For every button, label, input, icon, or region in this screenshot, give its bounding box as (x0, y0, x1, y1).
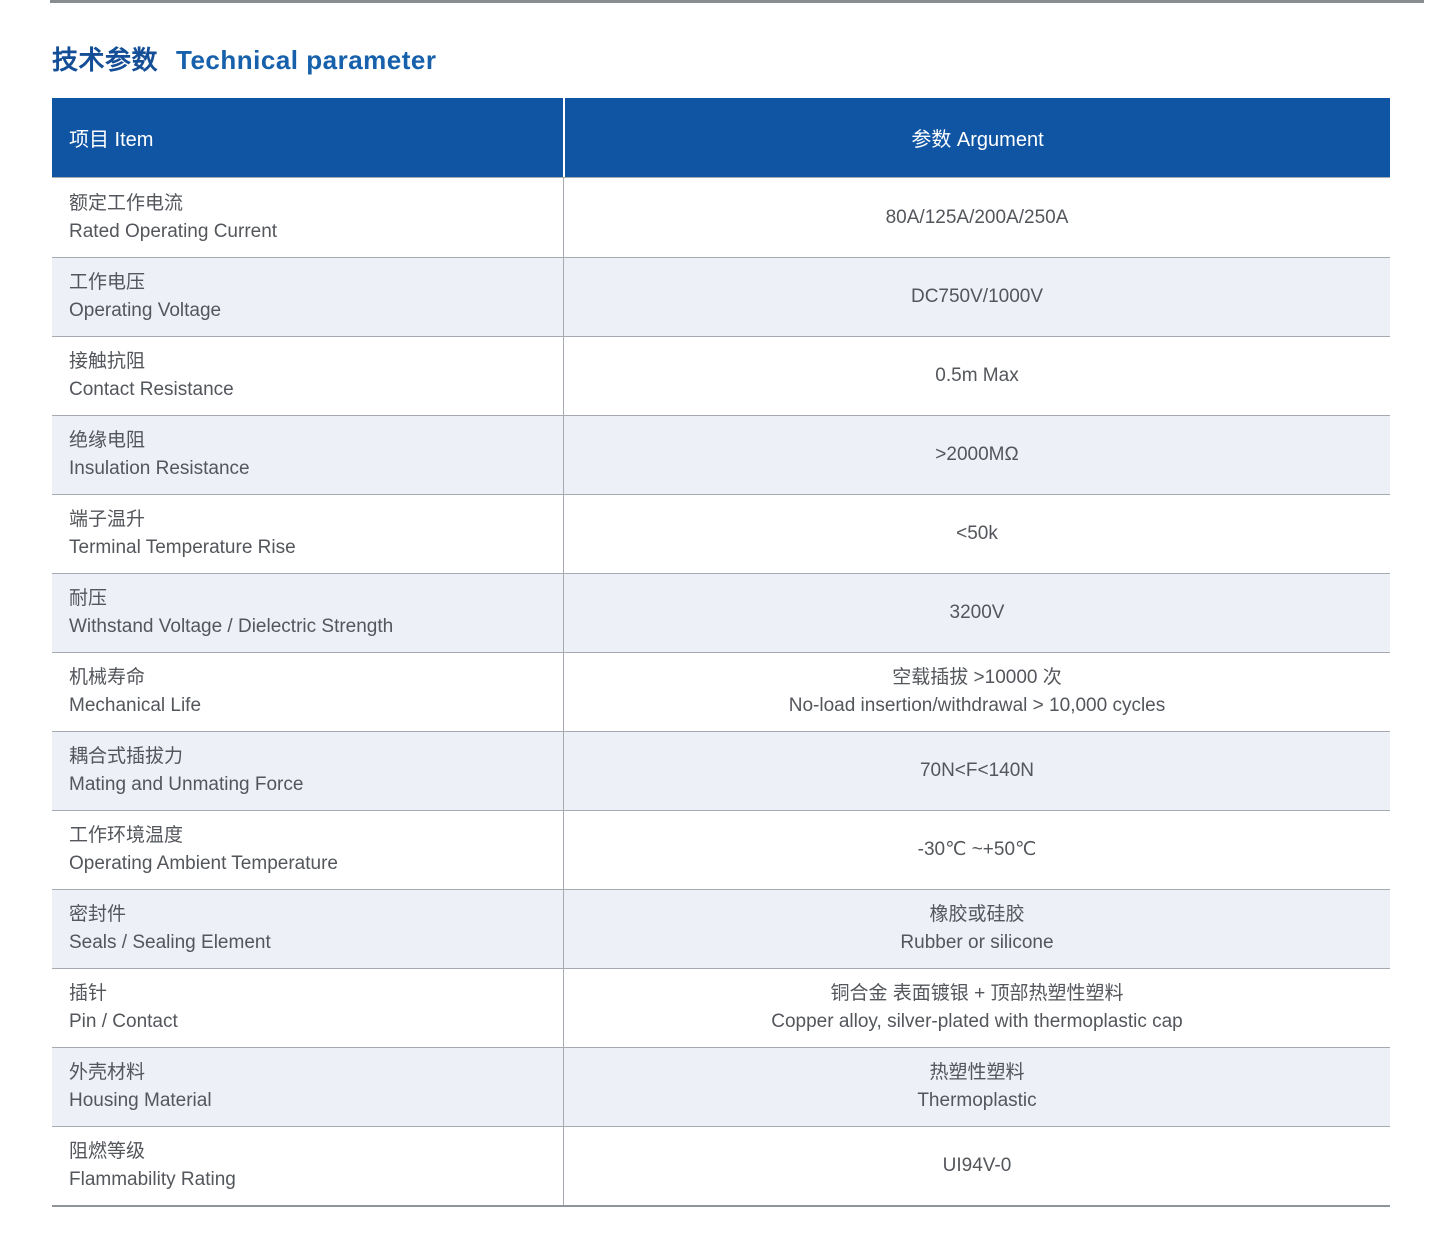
table-header-row: 项目 Item 参数 Argument (52, 98, 1390, 178)
argument-value-line: UI94V-0 (942, 1155, 1012, 1176)
argument-cell: 铜合金 表面镀银 + 顶部热塑性塑料 Copper alloy, silver-p… (563, 969, 1390, 1047)
item-label-en: Seals / Sealing Element (69, 932, 271, 953)
item-label-en: Flammability Rating (69, 1169, 236, 1190)
argument-value-line: No-load insertion/withdrawal > 10,000 cy… (788, 695, 1166, 716)
argument-value-line: 橡胶或硅胶 (929, 904, 1025, 925)
item-cell: 耐压 Withstand Voltage / Dielectric Streng… (52, 574, 563, 652)
item-cell: 外壳材料 Housing Material (52, 1048, 563, 1126)
column-header-item: 项目 Item (69, 129, 154, 151)
argument-value-line: -30℃ ~+50℃ (917, 839, 1037, 860)
item-label-en: Rated Operating Current (69, 220, 278, 242)
item-label-zh: 耐压 (69, 588, 108, 609)
top-divider (50, 0, 1424, 3)
item-cell: 插针 Pin / Contact (52, 969, 563, 1047)
argument-value-line: 3200V (949, 602, 1005, 623)
technical-parameter-table: 项目 Item 参数 Argument 额定工作电流 Rated Operati… (52, 98, 1390, 1207)
table-row: 耦合式插拔力 Mating and Unmating Force 70N<F<1… (52, 731, 1390, 810)
table-row: 绝缘电阻 Insulation Resistance >2000MΩ (52, 415, 1390, 494)
table-row: 接触抗阻 Contact Resistance 0.5m Max (52, 336, 1390, 415)
argument-value-line: 0.5m Max (935, 365, 1019, 386)
item-label-en: Mating and Unmating Force (69, 774, 304, 795)
item-cell: 额定工作电流 Rated Operating Current (52, 178, 563, 257)
item-label-en: Operating Ambient Temperature (69, 853, 338, 874)
argument-cell: UI94V-0 (563, 1127, 1390, 1205)
item-label-en: Withstand Voltage / Dielectric Strength (69, 616, 394, 637)
argument-value-line: >2000MΩ (935, 444, 1019, 465)
argument-value-line: 空载插拔 >10000 次 (892, 667, 1062, 688)
page-title-zh: 技术参数 (52, 45, 159, 75)
table-row: 工作电压 Operating Voltage DC750V/1000V (52, 257, 1390, 336)
table-body: 额定工作电流 Rated Operating Current 80A/125A/… (52, 178, 1390, 1205)
argument-value-line: <50k (956, 523, 998, 544)
table-row: 外壳材料 Housing Material 热塑性塑料 Thermoplastic (52, 1047, 1390, 1126)
item-cell: 端子温升 Terminal Temperature Rise (52, 495, 563, 573)
item-label-zh: 耦合式插拔力 (69, 746, 184, 767)
table-row: 插针 Pin / Contact 铜合金 表面镀银 + 顶部热塑性塑料 Coppe… (52, 968, 1390, 1047)
table-row: 阻燃等级 Flammability Rating UI94V-0 (52, 1126, 1390, 1205)
item-label-en: Insulation Resistance (69, 458, 250, 479)
argument-cell: 0.5m Max (563, 337, 1390, 415)
item-cell: 耦合式插拔力 Mating and Unmating Force (52, 732, 563, 810)
table-row: 端子温升 Terminal Temperature Rise <50k (52, 494, 1390, 573)
item-cell: 密封件 Seals / Sealing Element (52, 890, 563, 968)
item-label-en: Contact Resistance (69, 379, 234, 400)
column-header-argument: 参数 Argument (563, 98, 1390, 177)
argument-value-line: Rubber or silicone (900, 932, 1054, 953)
table-row: 耐压 Withstand Voltage / Dielectric Streng… (52, 573, 1390, 652)
argument-cell: DC750V/1000V (563, 258, 1390, 336)
item-cell: 接触抗阻 Contact Resistance (52, 337, 563, 415)
item-cell: 阻燃等级 Flammability Rating (52, 1127, 563, 1205)
table-row: 工作环境温度 Operating Ambient Temperature -30… (52, 810, 1390, 889)
argument-value-line: DC750V/1000V (910, 286, 1044, 307)
argument-cell: -30℃ ~+50℃ (563, 811, 1390, 889)
page-title-en: Technical parameter (176, 45, 437, 75)
item-label-zh: 额定工作电流 (69, 192, 184, 214)
page-title: 技术参数 Technical parameter (52, 40, 436, 77)
item-label-zh: 工作电压 (69, 272, 146, 293)
argument-value-line: 热塑性塑料 (929, 1062, 1025, 1083)
item-label-zh: 端子温升 (69, 509, 146, 530)
argument-value-line: 70N<F<140N (919, 760, 1035, 781)
argument-cell: 热塑性塑料 Thermoplastic (563, 1048, 1390, 1126)
argument-cell: <50k (563, 495, 1390, 573)
table-row: 机械寿命 Mechanical Life 空载插拔 >10000 次 No-loa… (52, 652, 1390, 731)
argument-cell: 空载插拔 >10000 次 No-load insertion/withdrawa… (563, 653, 1390, 731)
item-label-zh: 机械寿命 (69, 667, 146, 688)
item-label-zh: 接触抗阻 (69, 351, 146, 372)
argument-cell: 橡胶或硅胶 Rubber or silicone (563, 890, 1390, 968)
argument-value-line: Copper alloy, silver-plated with thermop… (771, 1011, 1183, 1032)
argument-value-line: 80A/125A/200A/250A (885, 206, 1069, 228)
item-label-zh: 密封件 (69, 904, 127, 925)
item-label-zh: 绝缘电阻 (69, 430, 146, 451)
argument-cell: 3200V (563, 574, 1390, 652)
item-label-zh: 插针 (69, 983, 108, 1004)
argument-cell: 70N<F<140N (563, 732, 1390, 810)
item-cell: 工作环境温度 Operating Ambient Temperature (52, 811, 563, 889)
table-row: 额定工作电流 Rated Operating Current 80A/125A/… (52, 178, 1390, 257)
item-cell: 工作电压 Operating Voltage (52, 258, 563, 336)
item-label-zh: 工作环境温度 (69, 825, 184, 846)
table-row: 密封件 Seals / Sealing Element 橡胶或硅胶 Rubber … (52, 889, 1390, 968)
argument-cell: 80A/125A/200A/250A (563, 178, 1390, 257)
item-label-zh: 阻燃等级 (69, 1141, 146, 1162)
item-label-en: Housing Material (69, 1090, 212, 1111)
item-label-en: Operating Voltage (69, 300, 222, 321)
item-label-zh: 外壳材料 (69, 1062, 146, 1083)
item-label-en: Terminal Temperature Rise (69, 537, 296, 558)
argument-value-line: 铜合金 表面镀银 + 顶部热塑性塑料 (830, 983, 1124, 1004)
argument-cell: >2000MΩ (563, 416, 1390, 494)
item-label-en: Mechanical Life (69, 695, 202, 716)
item-label-en: Pin / Contact (69, 1011, 178, 1032)
item-cell: 机械寿命 Mechanical Life (52, 653, 563, 731)
argument-value-line: Thermoplastic (917, 1090, 1037, 1111)
item-cell: 绝缘电阻 Insulation Resistance (52, 416, 563, 494)
